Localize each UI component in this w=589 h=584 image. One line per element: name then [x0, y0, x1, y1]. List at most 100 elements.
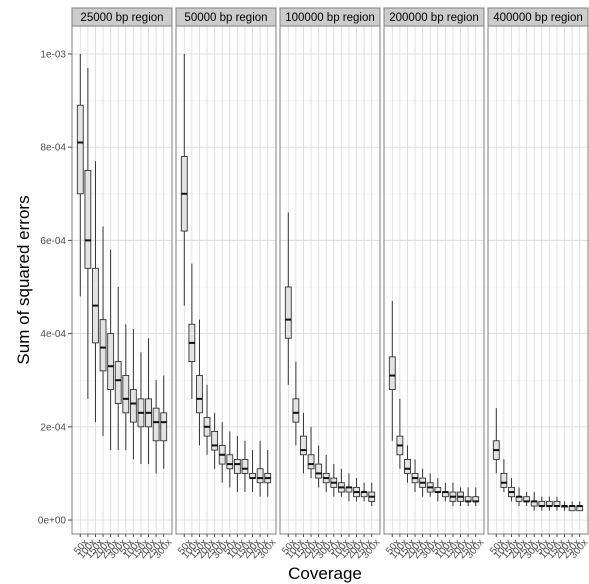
box-iqr [292, 398, 300, 423]
box-plot-mark [249, 450, 256, 493]
box-iqr [107, 333, 115, 390]
box-plot-mark [464, 487, 472, 507]
box-iqr [211, 431, 219, 451]
box-iqr [84, 170, 92, 269]
facet-strip-label: 400000 bp region [493, 12, 583, 24]
box-plot-mark [180, 53, 188, 306]
box-plot-mark [322, 454, 330, 493]
box-plot-mark [545, 496, 553, 511]
box-plot-mark [137, 352, 145, 465]
facet-strip [279, 7, 381, 27]
box-plot-mark [568, 501, 576, 512]
box-plot-mark [307, 426, 315, 479]
facet-strip-label: 200000 bp region [389, 12, 479, 24]
box-plot-mark [188, 263, 196, 399]
y-tick-label: 4e-04 [40, 329, 66, 340]
box-iqr [315, 463, 323, 479]
box-plot-mark [256, 440, 264, 497]
panels: 25000 bp region50x100x150x200x250x300x50… [71, 7, 589, 561]
facet-panel: 200000 bp region50x100x150x200x250x300x5… [383, 7, 486, 561]
box-iqr [241, 458, 249, 474]
facet-strip-label: 100000 bp region [285, 12, 375, 24]
y-tick-label: 8e-04 [40, 143, 66, 154]
box-iqr [122, 375, 130, 414]
box-plot-mark [122, 324, 130, 451]
x-axis-title: Coverage [288, 564, 362, 583]
box-plot-mark [404, 445, 411, 483]
facet-strip-label: 50000 bp region [184, 12, 267, 24]
box-plot-mark [226, 431, 234, 488]
box-iqr [500, 472, 508, 488]
facet-strip [71, 7, 173, 27]
box-plot-mark [530, 492, 538, 511]
y-tick-label: 1e-03 [40, 49, 66, 60]
box-plot-mark [315, 445, 323, 488]
box-iqr [256, 468, 264, 484]
y-axis-title: Sum of squared errors [14, 195, 33, 364]
box-iqr [404, 458, 411, 474]
box-iqr [284, 286, 292, 339]
box-plot-mark [84, 67, 92, 399]
box-plot-mark [576, 501, 584, 512]
facet-strip [487, 7, 589, 27]
box-iqr [196, 375, 203, 414]
box-plot-mark [300, 412, 307, 474]
panel-background [176, 26, 276, 534]
facet-panel: 400000 bp region50x100x150x200x250x300x5… [487, 7, 589, 561]
box-plot-mark [152, 380, 160, 474]
box-plot-mark [160, 375, 168, 469]
box-plot-mark [114, 286, 122, 451]
box-plot-mark [211, 412, 219, 469]
panel-background [384, 26, 484, 534]
box-iqr [226, 454, 234, 470]
box-iqr [99, 319, 107, 372]
box-plot-mark [426, 473, 434, 497]
box-plot-mark [360, 482, 368, 502]
box-plot-mark [76, 53, 84, 297]
y-tick-label: 2e-04 [40, 422, 66, 433]
panel-background [488, 26, 588, 534]
box-iqr [114, 361, 122, 404]
box-plot-mark [233, 436, 241, 493]
box-plot-mark [292, 361, 300, 446]
box-iqr [300, 435, 307, 456]
box-plot-mark [457, 487, 464, 507]
box-iqr [307, 454, 315, 470]
facet-panel: 25000 bp region50x100x150x200x250x300x50… [71, 7, 174, 561]
box-plot-mark [434, 478, 442, 502]
box-plot-mark [264, 450, 272, 497]
facet-panel: 100000 bp region50x100x150x200x250x300x5… [279, 7, 382, 561]
box-plot-mark [241, 440, 249, 493]
panel-background [280, 26, 380, 534]
panel-background [72, 26, 172, 534]
box-plot-mark [107, 249, 115, 451]
box-plot-mark [203, 384, 211, 455]
box-plot-mark [330, 464, 338, 497]
facet-panel: 50000 bp region50x100x150x200x250x300x50… [175, 7, 278, 561]
box-plot-mark [368, 482, 376, 507]
box-plot-mark [353, 478, 360, 502]
box-iqr [152, 407, 160, 442]
box-plot-mark [196, 319, 203, 446]
box-plot-mark [449, 482, 457, 507]
box-plot-mark [523, 492, 531, 507]
box-iqr [233, 458, 241, 474]
box-plot-mark [388, 300, 396, 441]
box-plot-mark [419, 468, 427, 497]
box-plot-mark [500, 459, 508, 493]
box-plot-mark [492, 408, 500, 474]
box-plot-mark [218, 422, 226, 483]
y-tick-label: 0e+00 [38, 516, 67, 527]
box-plot-mark [441, 482, 449, 502]
box-plot-mark [472, 487, 480, 507]
y-axis: 0e+00 2e-04 4e-04 6e-04 8e-04 1e-03 [38, 49, 72, 527]
box-iqr [129, 389, 137, 423]
box-plot-mark [284, 212, 292, 385]
box-plot-mark [99, 226, 107, 437]
box-plot-mark [145, 338, 152, 465]
box-plot-mark [508, 478, 515, 502]
box-iqr [160, 412, 168, 442]
box-plot-mark [396, 398, 404, 469]
box-iqr [76, 104, 84, 195]
y-tick-label: 6e-04 [40, 236, 66, 247]
